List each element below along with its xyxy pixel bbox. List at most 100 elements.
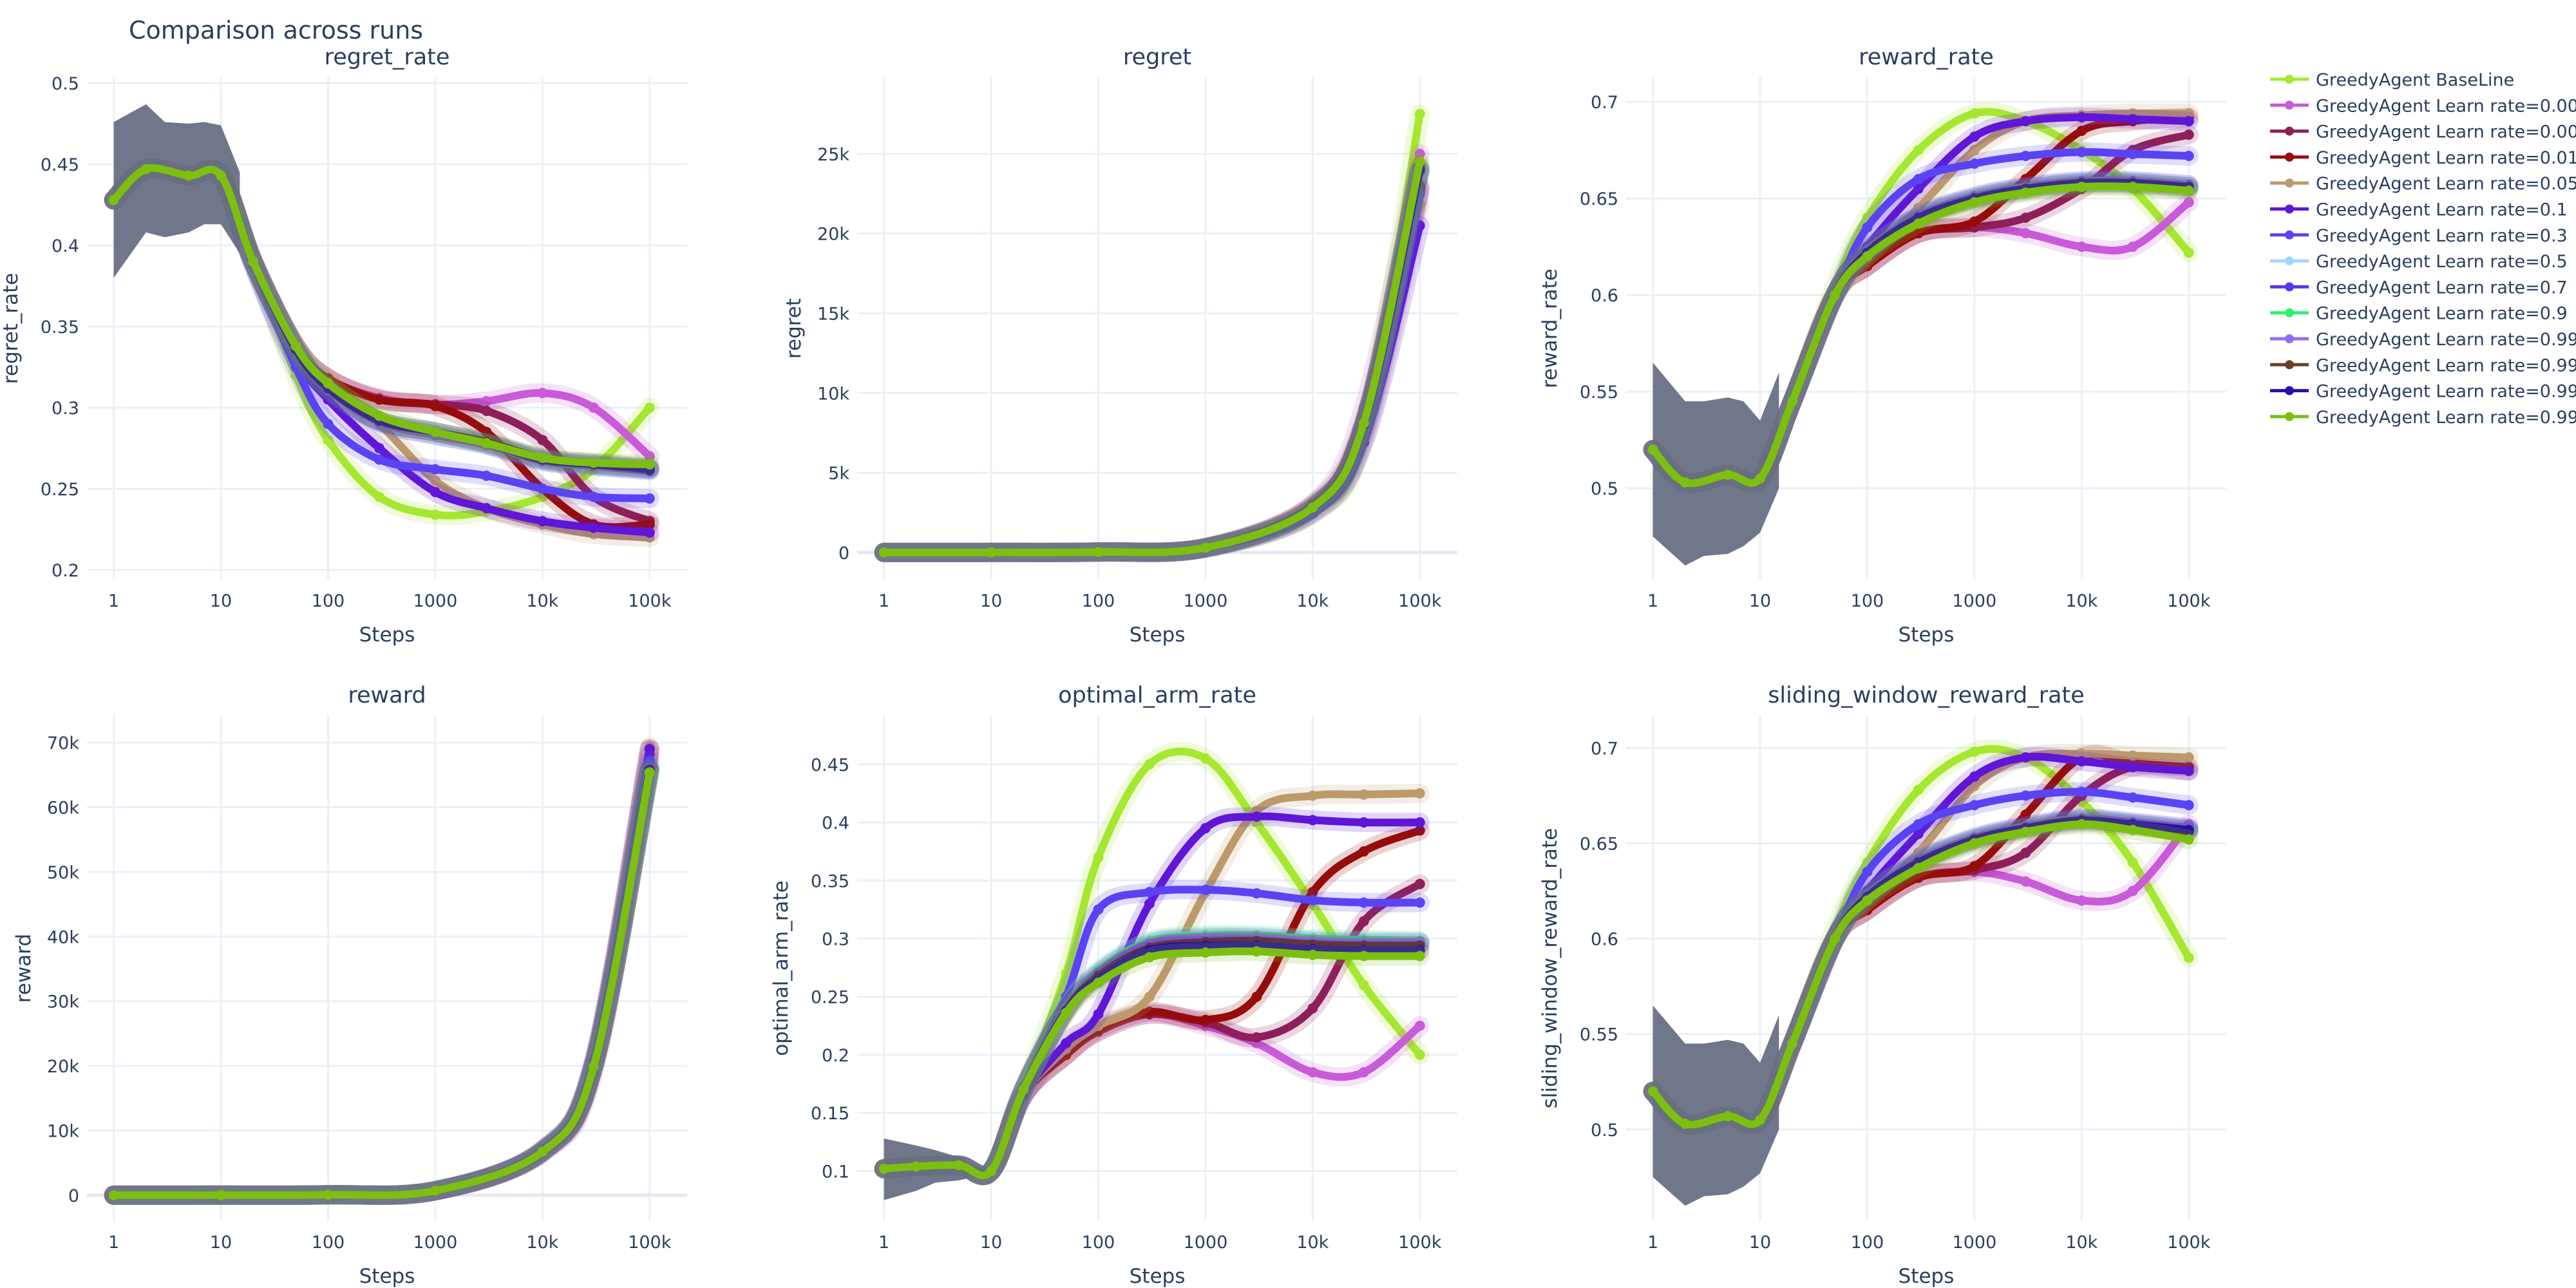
data-point [1200,947,1211,958]
data-point [2020,213,2031,223]
data-point [2020,876,2031,887]
data-point [2183,752,2194,763]
data-point [2183,116,2194,127]
legend-item[interactable]: GreedyAgent Learn rate=0.999 [2270,355,2576,375]
data-point [911,1161,922,1172]
series-4 [874,783,1430,1185]
x-tick-label: 100k [1398,591,1442,611]
data-point [1358,951,1369,961]
subplot-title: sliding_window_reward_rate [1768,683,2085,708]
legend-item[interactable]: GreedyAgent Learn rate=0.001 [2270,96,2576,116]
legend-item[interactable]: GreedyAgent Learn rate=0.5 [2270,252,2568,272]
legend-marker-icon [2285,230,2294,240]
data-point [2020,174,2031,185]
legend-item[interactable]: GreedyAgent Learn rate=0.1 [2270,200,2568,220]
series-band [874,184,1430,562]
series-line [880,1010,1424,1179]
x-tick-label: 100 [312,1233,345,1253]
data-point [323,378,334,389]
legend-item[interactable]: GreedyAgent Learn rate=0.7 [2270,278,2568,298]
data-point [1093,1009,1104,1019]
x-tick-label: 1000 [413,1233,458,1253]
y-tick-label: 0.2 [52,561,79,581]
data-point [1755,473,1766,484]
legend-label: GreedyAgent Learn rate=0.999 [2316,355,2576,375]
legend-item[interactable]: GreedyAgent Learn rate=0.9 [2270,304,2568,324]
y-tick-label: 60k [47,799,79,819]
y-tick-label: 40k [47,927,79,947]
y-tick-label: 0.2 [822,1046,849,1066]
y-tick-label: 0.25 [41,480,79,500]
x-tick-label: 1000 [1953,1233,1997,1253]
x-axis-title: Steps [1130,623,1186,647]
data-point [1144,887,1155,898]
x-tick-label: 10k [526,591,558,611]
data-point [430,509,440,520]
y-tick-label: 0.7 [1591,93,1618,113]
legend-marker-icon [2285,126,2294,136]
y-tick-label: 0.5 [1591,479,1618,499]
data-point [537,516,548,527]
series-band [874,216,1430,562]
legend-marker-icon [2285,178,2294,188]
data-point [1093,978,1104,989]
x-tick-label: 1000 [1184,1233,1228,1253]
legend-item[interactable]: GreedyAgent BaseLine [2270,70,2514,90]
data-point [1307,1067,1318,1078]
legend-item[interactable]: GreedyAgent Learn rate=0.005 [2270,122,2576,142]
y-tick-label: 0.7 [1591,739,1618,759]
legend-item[interactable]: GreedyAgent Learn rate=0.3 [2270,226,2568,246]
y-tick-label: 0.3 [822,929,849,949]
data-point [588,402,599,413]
data-point [644,744,655,755]
y-tick-label: 0.35 [41,317,79,337]
x-tick-label: 100 [1851,1233,1884,1253]
x-tick-label: 10 [1749,1233,1771,1253]
y-axis-title: sliding_window_reward_rate [1539,828,1562,1108]
legend-item[interactable]: GreedyAgent Learn rate=0.01 [2270,148,2576,168]
legend-item[interactable]: GreedyAgent Learn rate=0.99 [2270,330,2576,350]
data-point [374,491,384,502]
data-point [1913,828,1924,839]
data-point [481,503,492,514]
data-point [2183,151,2194,162]
y-tick-label: 0.1 [822,1162,849,1182]
data-point [1913,145,1924,156]
data-point [374,394,384,405]
legend-item[interactable]: GreedyAgent Learn rate=0.9999 [2270,382,2576,402]
x-tick-label: 10k [2065,591,2098,611]
data-point [2020,187,2031,198]
y-tick-label: 0.25 [811,988,849,1008]
data-point [1414,1020,1425,1031]
x-tick-label: 100k [1398,1233,1442,1253]
legend-item[interactable]: GreedyAgent Learn rate=0.99999 [2270,408,2576,428]
subplot-regret: 1 10 100 1000 10k 100k 0 5k 10k 15k 20k 25k regret St… [782,44,1457,647]
data-point [2183,185,2194,196]
legend-marker-icon [2285,100,2294,110]
y-tick-label: 0.15 [811,1104,849,1124]
data-point [1093,547,1104,558]
y-tick-label: 0.4 [52,236,79,256]
legend-label: GreedyAgent Learn rate=0.01 [2316,148,2576,168]
data-point [1414,897,1425,908]
x-tick-label: 1 [108,1233,119,1253]
data-point [1722,1111,1733,1122]
series-13 [874,942,1430,1186]
data-point [1969,771,1980,782]
subplot-title: optimal_arm_rate [1058,683,1256,708]
legend-item[interactable]: GreedyAgent Learn rate=0.05 [2270,174,2576,194]
x-tick-label: 100 [1082,591,1115,611]
data-point [1144,1007,1155,1018]
data-point [1251,888,1262,899]
subplot-regret-rate: 1 10 100 1000 10k 100k 0.2 0.25 0.3 0.35 0.4 0.45 0.… [0,44,687,647]
x-tick-label: 100 [1851,591,1884,611]
legend-label: GreedyAgent Learn rate=0.9999 [2316,382,2576,402]
data-point [2127,857,2138,868]
data-point [2183,765,2194,776]
data-point [2076,748,2087,759]
legend[interactable]: GreedyAgent BaseLine GreedyAgent Learn ra… [2270,70,2576,428]
data-point [248,256,259,267]
x-tick-label: 10 [210,591,232,611]
data-point [1414,1049,1425,1060]
data-point [588,457,599,468]
